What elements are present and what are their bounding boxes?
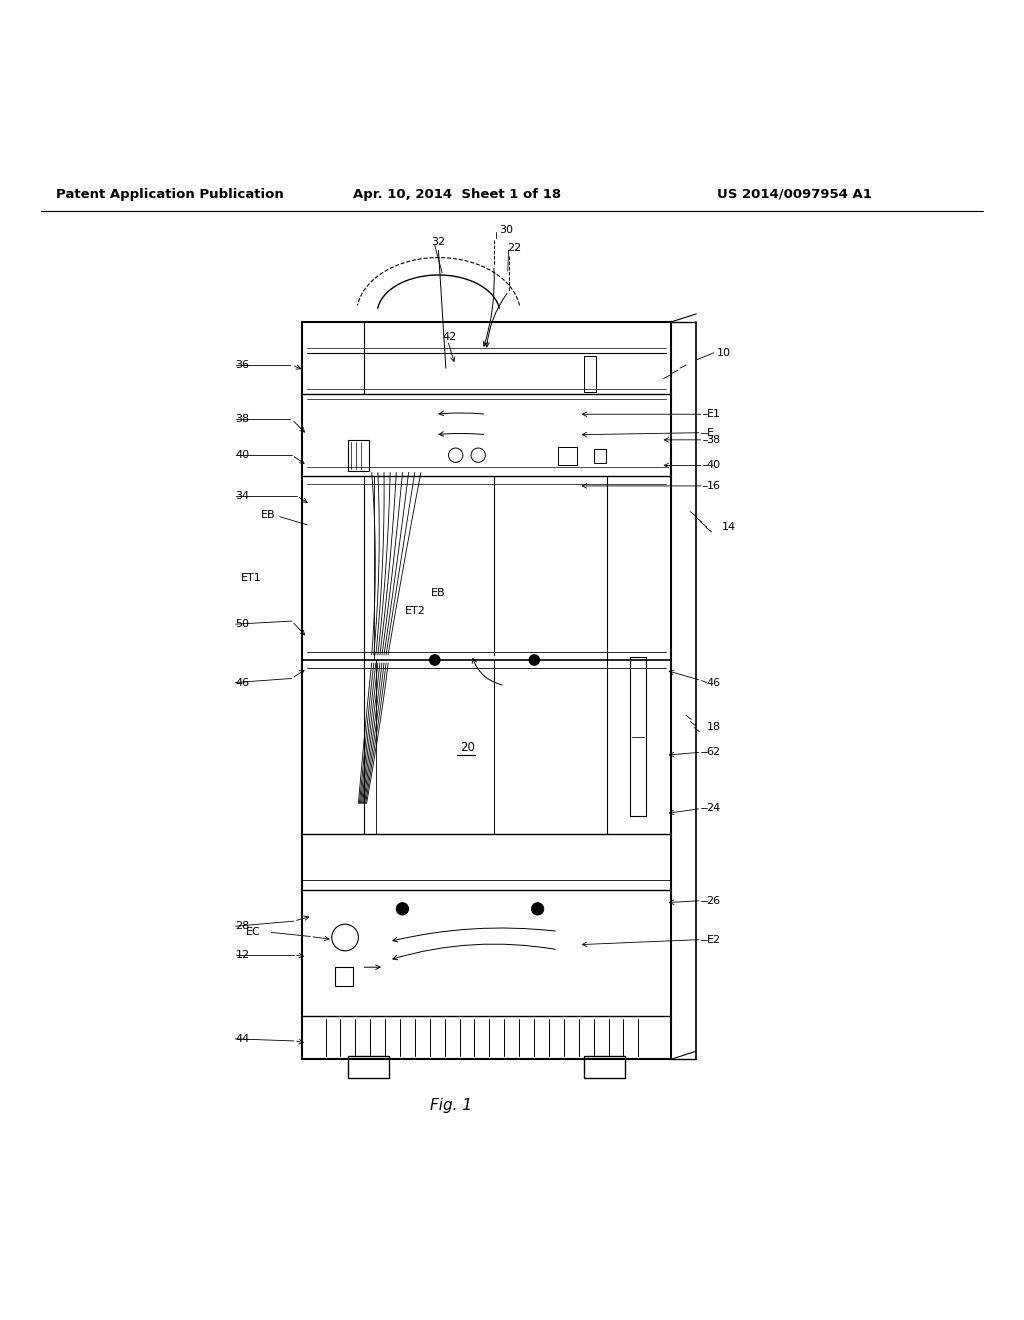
- Bar: [335, 968, 353, 986]
- Text: EB: EB: [431, 589, 445, 598]
- Bar: [558, 447, 577, 466]
- Text: Apr. 10, 2014  Sheet 1 of 18: Apr. 10, 2014 Sheet 1 of 18: [353, 187, 561, 201]
- Text: EC: EC: [246, 928, 260, 937]
- Text: 10: 10: [717, 347, 731, 358]
- Text: E1: E1: [707, 409, 721, 420]
- Circle shape: [430, 655, 440, 665]
- Text: 16: 16: [707, 480, 721, 491]
- Text: E2: E2: [707, 935, 721, 945]
- Text: 40: 40: [236, 450, 250, 461]
- Bar: [348, 440, 369, 470]
- Circle shape: [531, 903, 544, 915]
- Bar: [594, 449, 606, 463]
- Text: 46: 46: [236, 677, 250, 688]
- Text: ET2: ET2: [406, 606, 426, 616]
- Text: 40: 40: [707, 461, 721, 470]
- Text: 22: 22: [507, 243, 521, 253]
- Text: ET1: ET1: [241, 573, 261, 583]
- Text: Patent Application Publication: Patent Application Publication: [56, 187, 284, 201]
- Text: 38: 38: [236, 414, 250, 424]
- Text: 26: 26: [707, 896, 721, 906]
- Text: EB: EB: [261, 510, 275, 520]
- Bar: [348, 1056, 389, 1078]
- Text: 20: 20: [461, 741, 475, 754]
- Bar: [584, 1056, 625, 1078]
- Text: 30: 30: [499, 224, 513, 235]
- Circle shape: [396, 903, 409, 915]
- Text: 18: 18: [707, 722, 721, 731]
- Text: US 2014/0097954 A1: US 2014/0097954 A1: [717, 187, 871, 201]
- Text: 46: 46: [707, 677, 721, 688]
- Bar: [302, 322, 671, 1060]
- Bar: [630, 657, 646, 816]
- Circle shape: [529, 655, 540, 665]
- Text: 62: 62: [707, 747, 721, 758]
- Text: 42: 42: [442, 333, 457, 342]
- Text: 50: 50: [236, 619, 250, 630]
- Text: 12: 12: [236, 950, 250, 960]
- Text: 34: 34: [236, 491, 250, 502]
- Text: 36: 36: [236, 360, 250, 370]
- Text: 14: 14: [722, 521, 736, 532]
- Bar: [584, 356, 596, 392]
- Text: 32: 32: [431, 238, 445, 247]
- Text: 44: 44: [236, 1034, 250, 1044]
- Text: 38: 38: [707, 434, 721, 445]
- Text: Fig. 1: Fig. 1: [430, 1098, 472, 1113]
- Text: 24: 24: [707, 804, 721, 813]
- Text: 28: 28: [236, 921, 250, 931]
- Text: E: E: [707, 428, 714, 438]
